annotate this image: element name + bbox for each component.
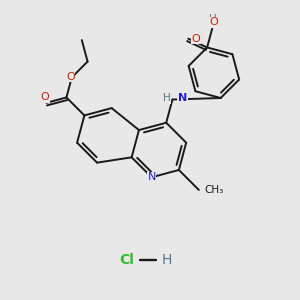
Text: H: H <box>209 14 217 24</box>
Text: O: O <box>192 34 201 44</box>
Text: H: H <box>163 93 170 103</box>
Text: Cl: Cl <box>119 253 134 267</box>
Text: CH₃: CH₃ <box>204 185 224 195</box>
Text: N: N <box>178 93 187 103</box>
Text: O: O <box>209 17 218 27</box>
Text: N: N <box>147 172 156 182</box>
Text: O: O <box>66 72 75 82</box>
Text: O: O <box>40 92 49 103</box>
Text: H: H <box>161 253 172 267</box>
